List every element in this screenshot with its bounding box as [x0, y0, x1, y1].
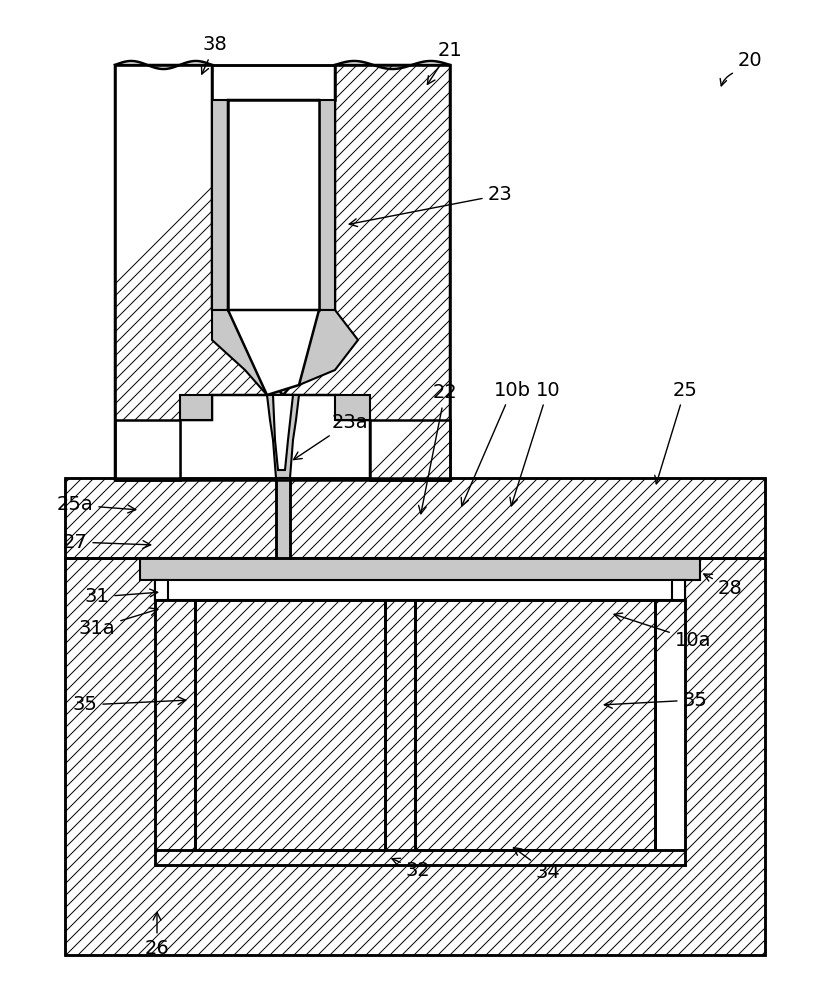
Polygon shape — [283, 65, 450, 480]
Polygon shape — [228, 100, 319, 310]
Polygon shape — [276, 478, 290, 558]
Polygon shape — [115, 420, 180, 480]
Text: 21: 21 — [427, 40, 462, 84]
Polygon shape — [65, 478, 765, 558]
Polygon shape — [385, 600, 415, 850]
Polygon shape — [228, 100, 319, 385]
Text: 35: 35 — [72, 696, 185, 714]
Polygon shape — [267, 395, 299, 478]
Text: 23: 23 — [349, 186, 513, 227]
Text: 20: 20 — [738, 50, 762, 70]
Polygon shape — [212, 310, 283, 395]
Polygon shape — [335, 395, 370, 420]
Polygon shape — [180, 395, 212, 420]
Polygon shape — [155, 580, 685, 600]
Polygon shape — [140, 558, 700, 600]
Text: 31a: 31a — [79, 608, 158, 638]
Polygon shape — [212, 65, 335, 100]
FancyArrowPatch shape — [720, 73, 732, 86]
Polygon shape — [155, 850, 685, 865]
Polygon shape — [655, 600, 685, 850]
Text: 31: 31 — [85, 587, 158, 606]
Text: 38: 38 — [201, 35, 228, 74]
Polygon shape — [415, 600, 655, 850]
Bar — [65, 558, 765, 955]
Text: 23a: 23a — [293, 412, 368, 460]
Polygon shape — [115, 65, 283, 480]
Bar — [115, 65, 450, 480]
Text: 25: 25 — [655, 380, 697, 484]
Text: 34: 34 — [514, 848, 560, 882]
Polygon shape — [228, 310, 319, 395]
Text: 35: 35 — [604, 690, 707, 710]
Polygon shape — [370, 420, 450, 480]
Polygon shape — [155, 600, 195, 850]
Polygon shape — [672, 580, 685, 600]
Polygon shape — [65, 558, 765, 955]
Polygon shape — [195, 600, 385, 850]
Text: 10b: 10b — [461, 380, 530, 506]
Text: 10a: 10a — [614, 613, 711, 650]
Polygon shape — [195, 600, 385, 850]
Polygon shape — [273, 395, 293, 470]
Text: 26: 26 — [145, 912, 170, 958]
Text: 32: 32 — [392, 858, 430, 880]
Polygon shape — [155, 580, 168, 600]
Text: 10: 10 — [510, 380, 560, 506]
Polygon shape — [212, 100, 228, 310]
Text: 22: 22 — [419, 383, 457, 514]
Text: 28: 28 — [704, 574, 742, 597]
Polygon shape — [283, 310, 358, 385]
Polygon shape — [319, 100, 335, 310]
Text: 25a: 25a — [57, 495, 135, 514]
Text: 27: 27 — [62, 532, 150, 552]
Polygon shape — [415, 600, 655, 850]
Bar — [65, 478, 765, 558]
